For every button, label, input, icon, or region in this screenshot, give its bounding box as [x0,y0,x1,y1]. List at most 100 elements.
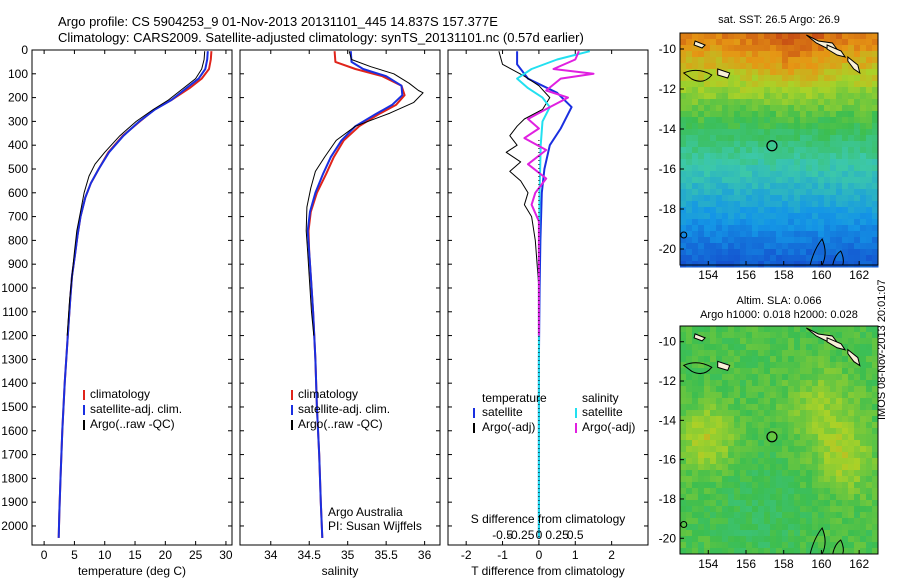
sst_map-cell [824,225,831,232]
sla_map-cell [848,374,855,381]
sst_map-cell [776,81,783,88]
sla_map-cell [860,362,867,369]
sla_map-cell [824,362,831,369]
sst_map-cell [722,99,729,106]
sst_map-cell [794,99,801,106]
sla_map-cell [794,452,801,459]
sla_map-cell [860,476,867,483]
sla_map-cell [692,410,699,417]
sla_map-cell [680,512,687,519]
salinity-legend-label: Argo(..raw -QC) [298,417,383,431]
sla_map-cell [854,518,861,525]
sst_map-cell [704,87,711,94]
sst_map-cell [860,159,867,166]
sla_map-cell [704,512,711,519]
sst_map-cell [854,135,861,142]
sst_map-cell [728,261,735,268]
sst_map-cell [848,33,855,40]
sla_map-cell [722,548,729,555]
sla_map-cell [824,326,831,333]
sst_map-cell [764,231,771,238]
sla_map-cell [854,470,861,477]
sst_map-cell [800,249,807,256]
sst_map-cell [854,249,861,256]
sla_map-cell [830,524,837,531]
sla_map-cell [824,386,831,393]
sla_map-cell [860,404,867,411]
sst_map-cell [830,99,837,106]
sla_map-cell [716,506,723,513]
temperature-frame [31,49,233,546]
sst_map-cell [800,87,807,94]
sst_map-cell [716,237,723,244]
sst_map-cell [746,153,753,160]
sst_map-cell [740,75,747,82]
sst_map-cell [734,189,741,196]
sst_map-cell [842,189,849,196]
sst_map-cell [686,231,693,238]
sst_map-cell [794,237,801,244]
temperature-ytick-label: 1200 [1,329,28,343]
sla_map-cell [818,476,825,483]
sla_map-cell [728,380,735,387]
sst_map-cell [752,249,759,256]
sst_map-cell [722,129,729,136]
sst_map-cell [776,51,783,58]
sst_map-cell [848,135,855,142]
sst_map-cell [812,213,819,220]
sla_map-cell [728,416,735,423]
sla_map-cell [722,476,729,483]
sst_map-cell [836,159,843,166]
sla_map-cell [836,368,843,375]
sla_map-cell [758,446,765,453]
sla_map-cell [842,338,849,345]
sst_map-cell [776,99,783,106]
sla_map-cell [728,524,735,531]
sla_map-cell [812,500,819,507]
sla_map-cell [854,506,861,513]
sla_map-cell [710,530,717,537]
sst_map-cell [686,111,693,118]
sla_map-cell [806,362,813,369]
sla_map-cell [698,398,705,405]
sst_map-cell [710,39,717,46]
sst_map-cell [866,177,873,184]
sst_map-cell [734,243,741,250]
sst_map-cell [686,63,693,70]
sla_map-cell [680,488,687,495]
sst_map-cell [818,195,825,202]
sst_map-cell [758,147,765,154]
sst_map-cell [872,231,879,238]
sla_map-cell [830,494,837,501]
sla_map-cell [812,530,819,537]
sla_map-cell [812,422,819,429]
sst_map-cell [740,33,747,40]
sst_map-cell [722,87,729,94]
sla_map-cell [692,350,699,357]
sla_map-cell [860,392,867,399]
sst_map-cell [758,243,765,250]
sla_map-cell [692,548,699,555]
sla_map-cell [686,338,693,345]
sst_map-cell [800,207,807,214]
sst_map-cell [872,195,879,202]
sst_map-cell [752,45,759,52]
sst_map-cell [836,153,843,160]
sst_map-cell [746,261,753,268]
sla_map-cell [770,458,777,465]
sla_map-cell [704,326,711,333]
sla_map-cell [746,398,753,405]
difference-legend-label: satellite [482,405,523,419]
sla_map-cell [764,536,771,543]
sst_map-cell [716,225,723,232]
sla_map-cell [686,542,693,549]
sla_map-cell [782,404,789,411]
sst_map-cell [854,75,861,82]
sst_map-cell [812,51,819,58]
sst_map-cell [812,81,819,88]
sst_map-cell [776,87,783,94]
sla_map-cell [806,452,813,459]
sst_map-cell [830,141,837,148]
sla_map-cell [866,506,873,513]
sst_map-cell [716,129,723,136]
